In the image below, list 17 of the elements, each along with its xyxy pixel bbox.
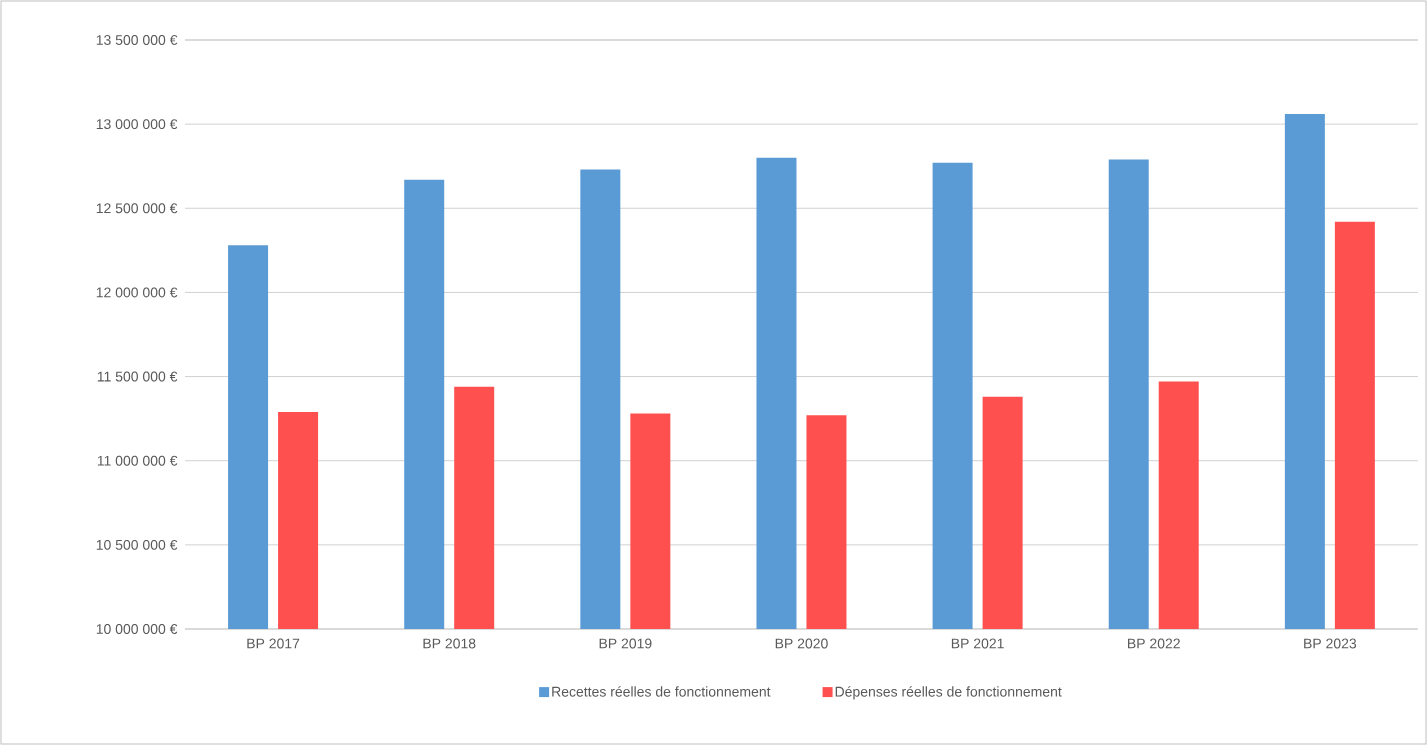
legend-label: Dépenses réelles de fonctionnement [835, 686, 1062, 700]
y-tick-label: 13 000 000 € [96, 119, 178, 130]
y-tick-label: 10 500 000 € [96, 539, 178, 550]
y-tick-label: 13 500 000 € [96, 35, 178, 45]
x-tick-label: BP 2022 [1128, 638, 1180, 649]
x-tick-label: BP 2018 [423, 638, 476, 649]
x-tick-label: BP 2023 [1304, 638, 1357, 649]
y-tick-label: 11 000 000 € [97, 455, 178, 466]
x-tick-label: BP 2017 [247, 638, 300, 649]
y-tick-label: 11 500 000 € [97, 371, 178, 382]
y-tick-label: 10 000 000 € [96, 624, 178, 634]
legend-label: Recettes réelles de fonctionnement [552, 686, 771, 697]
y-tick-label: 12 000 000 € [96, 287, 178, 298]
y-tick-label: 12 500 000 € [96, 203, 178, 214]
x-tick-label: BP 2021 [951, 638, 1004, 649]
x-tick-label: BP 2019 [599, 638, 652, 649]
x-tick-label: BP 2020 [775, 638, 828, 649]
